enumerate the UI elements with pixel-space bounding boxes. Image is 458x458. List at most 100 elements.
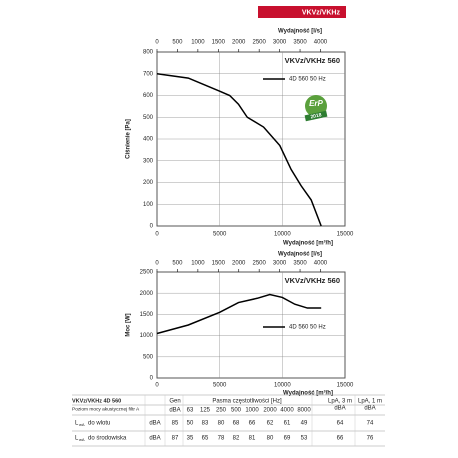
- row-unit: dBA: [149, 436, 160, 442]
- tab-label: VKVz/VKHz: [302, 9, 341, 16]
- y-tick-label: 0: [150, 376, 154, 382]
- table-title: VKVz/VKHz 4D 560: [72, 398, 121, 404]
- x2-tick-label: 1500: [212, 261, 226, 267]
- row-label: do wlotu: [88, 421, 110, 427]
- cell: 78: [218, 436, 225, 442]
- chart-title: VKVz/VKHz 560: [285, 56, 340, 65]
- x2-tick-label: 4000: [314, 40, 328, 46]
- cell: 66: [249, 421, 256, 427]
- x2-tick-label: 3000: [273, 261, 287, 267]
- y-tick-label: 2000: [140, 291, 154, 297]
- data-line: [156, 293, 322, 335]
- legend-label: 4D 560 50 Hz: [289, 325, 326, 331]
- cell: 87: [172, 436, 179, 442]
- y-tick-label: 0: [150, 224, 154, 230]
- cell: 35: [187, 436, 194, 442]
- band-label: 500: [231, 408, 242, 414]
- table-header: dBA: [364, 406, 375, 412]
- cell: 50: [187, 421, 194, 427]
- tab: [258, 6, 346, 18]
- cell: 83: [202, 421, 209, 427]
- x2-axis-title: Wydajność [l/s]: [278, 29, 322, 35]
- row-subscript: wA: [79, 422, 85, 427]
- cell: 66: [337, 436, 344, 442]
- x2-tick-label: 2000: [232, 40, 246, 46]
- badge-label: ErP: [309, 99, 323, 108]
- cell: 74: [367, 421, 374, 427]
- cell: 69: [284, 436, 291, 442]
- x2-tick-label: 3500: [293, 261, 307, 267]
- row-subscript: wA: [79, 437, 85, 442]
- x-axis-title: Wydajność [m³/h]: [283, 390, 333, 397]
- band-label: 1000: [245, 408, 259, 414]
- y-tick-label: 1000: [140, 333, 154, 339]
- x-tick-label: 10000: [274, 383, 291, 389]
- band-label: 125: [200, 408, 211, 414]
- x2-tick-label: 3500: [293, 40, 307, 46]
- x-tick-label: 15000: [337, 383, 354, 389]
- band-label: 2000: [263, 408, 277, 414]
- x2-tick-label: 1000: [191, 40, 205, 46]
- y-axis-title: Moc [W]: [126, 313, 132, 336]
- y-tick-label: 200: [143, 180, 154, 186]
- x2-tick-label: 2500: [252, 261, 266, 267]
- x2-tick-label: 2500: [252, 40, 266, 46]
- table-header: Pasma częstotliwości [Hz]: [212, 399, 282, 405]
- x-tick-label: 10000: [274, 232, 291, 238]
- row-symbol: L: [75, 436, 79, 442]
- table-subtitle: Poziom mocy akustycznej filtr A: [72, 406, 140, 412]
- x-tick-label: 15000: [337, 232, 354, 238]
- cell: 64: [337, 421, 344, 427]
- table-header: Gen: [169, 399, 180, 405]
- cell: 82: [233, 436, 240, 442]
- badge-ribbon: [304, 110, 328, 122]
- x2-tick-label: 0: [155, 40, 159, 46]
- y-tick-label: 1500: [140, 312, 154, 318]
- y-tick-label: 700: [143, 71, 154, 77]
- x-tick-label: 5000: [213, 232, 227, 238]
- cell: 80: [218, 421, 225, 427]
- x-tick-label: 5000: [213, 383, 227, 389]
- y-tick-label: 500: [143, 115, 154, 121]
- y-tick-label: 2500: [140, 270, 154, 276]
- x2-tick-label: 1500: [212, 40, 226, 46]
- table-header: LpA, 3 m: [328, 399, 352, 405]
- cell: 49: [301, 421, 308, 427]
- x-tick-label: 0: [155, 383, 159, 389]
- chart-title: VKVz/VKHz 560: [285, 276, 340, 285]
- cell: 81: [249, 436, 256, 442]
- y-tick-label: 400: [143, 137, 154, 143]
- y-axis-title: Ciśnienie [Pa]: [126, 119, 132, 159]
- badge: [305, 95, 327, 117]
- x-axis-title: Wydajność [m³/h]: [283, 240, 333, 247]
- x2-tick-label: 0: [155, 261, 159, 267]
- row-label: do środowiska: [88, 436, 127, 442]
- band-label: 4000: [280, 408, 294, 414]
- cell: 85: [172, 421, 179, 427]
- y-tick-label: 100: [143, 202, 154, 208]
- table-header: dBA: [169, 408, 180, 414]
- cell: 61: [284, 421, 291, 427]
- row-symbol: L: [75, 421, 79, 427]
- y-tick-label: 300: [143, 158, 154, 164]
- x2-tick-label: 500: [172, 40, 183, 46]
- band-label: 63: [187, 408, 194, 414]
- x2-tick-label: 3000: [273, 40, 287, 46]
- x2-tick-label: 2000: [232, 261, 246, 267]
- x-tick-label: 0: [155, 232, 159, 238]
- cell: 62: [267, 421, 274, 427]
- x2-tick-label: 1000: [191, 261, 205, 267]
- legend-label: 4D 560 50 Hz: [289, 77, 326, 83]
- band-label: 8000: [297, 408, 311, 414]
- x2-axis-title: Wydajność [l/s]: [278, 252, 322, 258]
- cell: 76: [367, 436, 374, 442]
- data-line: [156, 73, 322, 227]
- band-label: 250: [216, 408, 227, 414]
- y-tick-label: 600: [143, 93, 154, 99]
- cell: 68: [233, 421, 240, 427]
- y-tick-label: 800: [143, 50, 154, 56]
- badge-year: 2018: [310, 112, 322, 120]
- row-unit: dBA: [149, 421, 160, 427]
